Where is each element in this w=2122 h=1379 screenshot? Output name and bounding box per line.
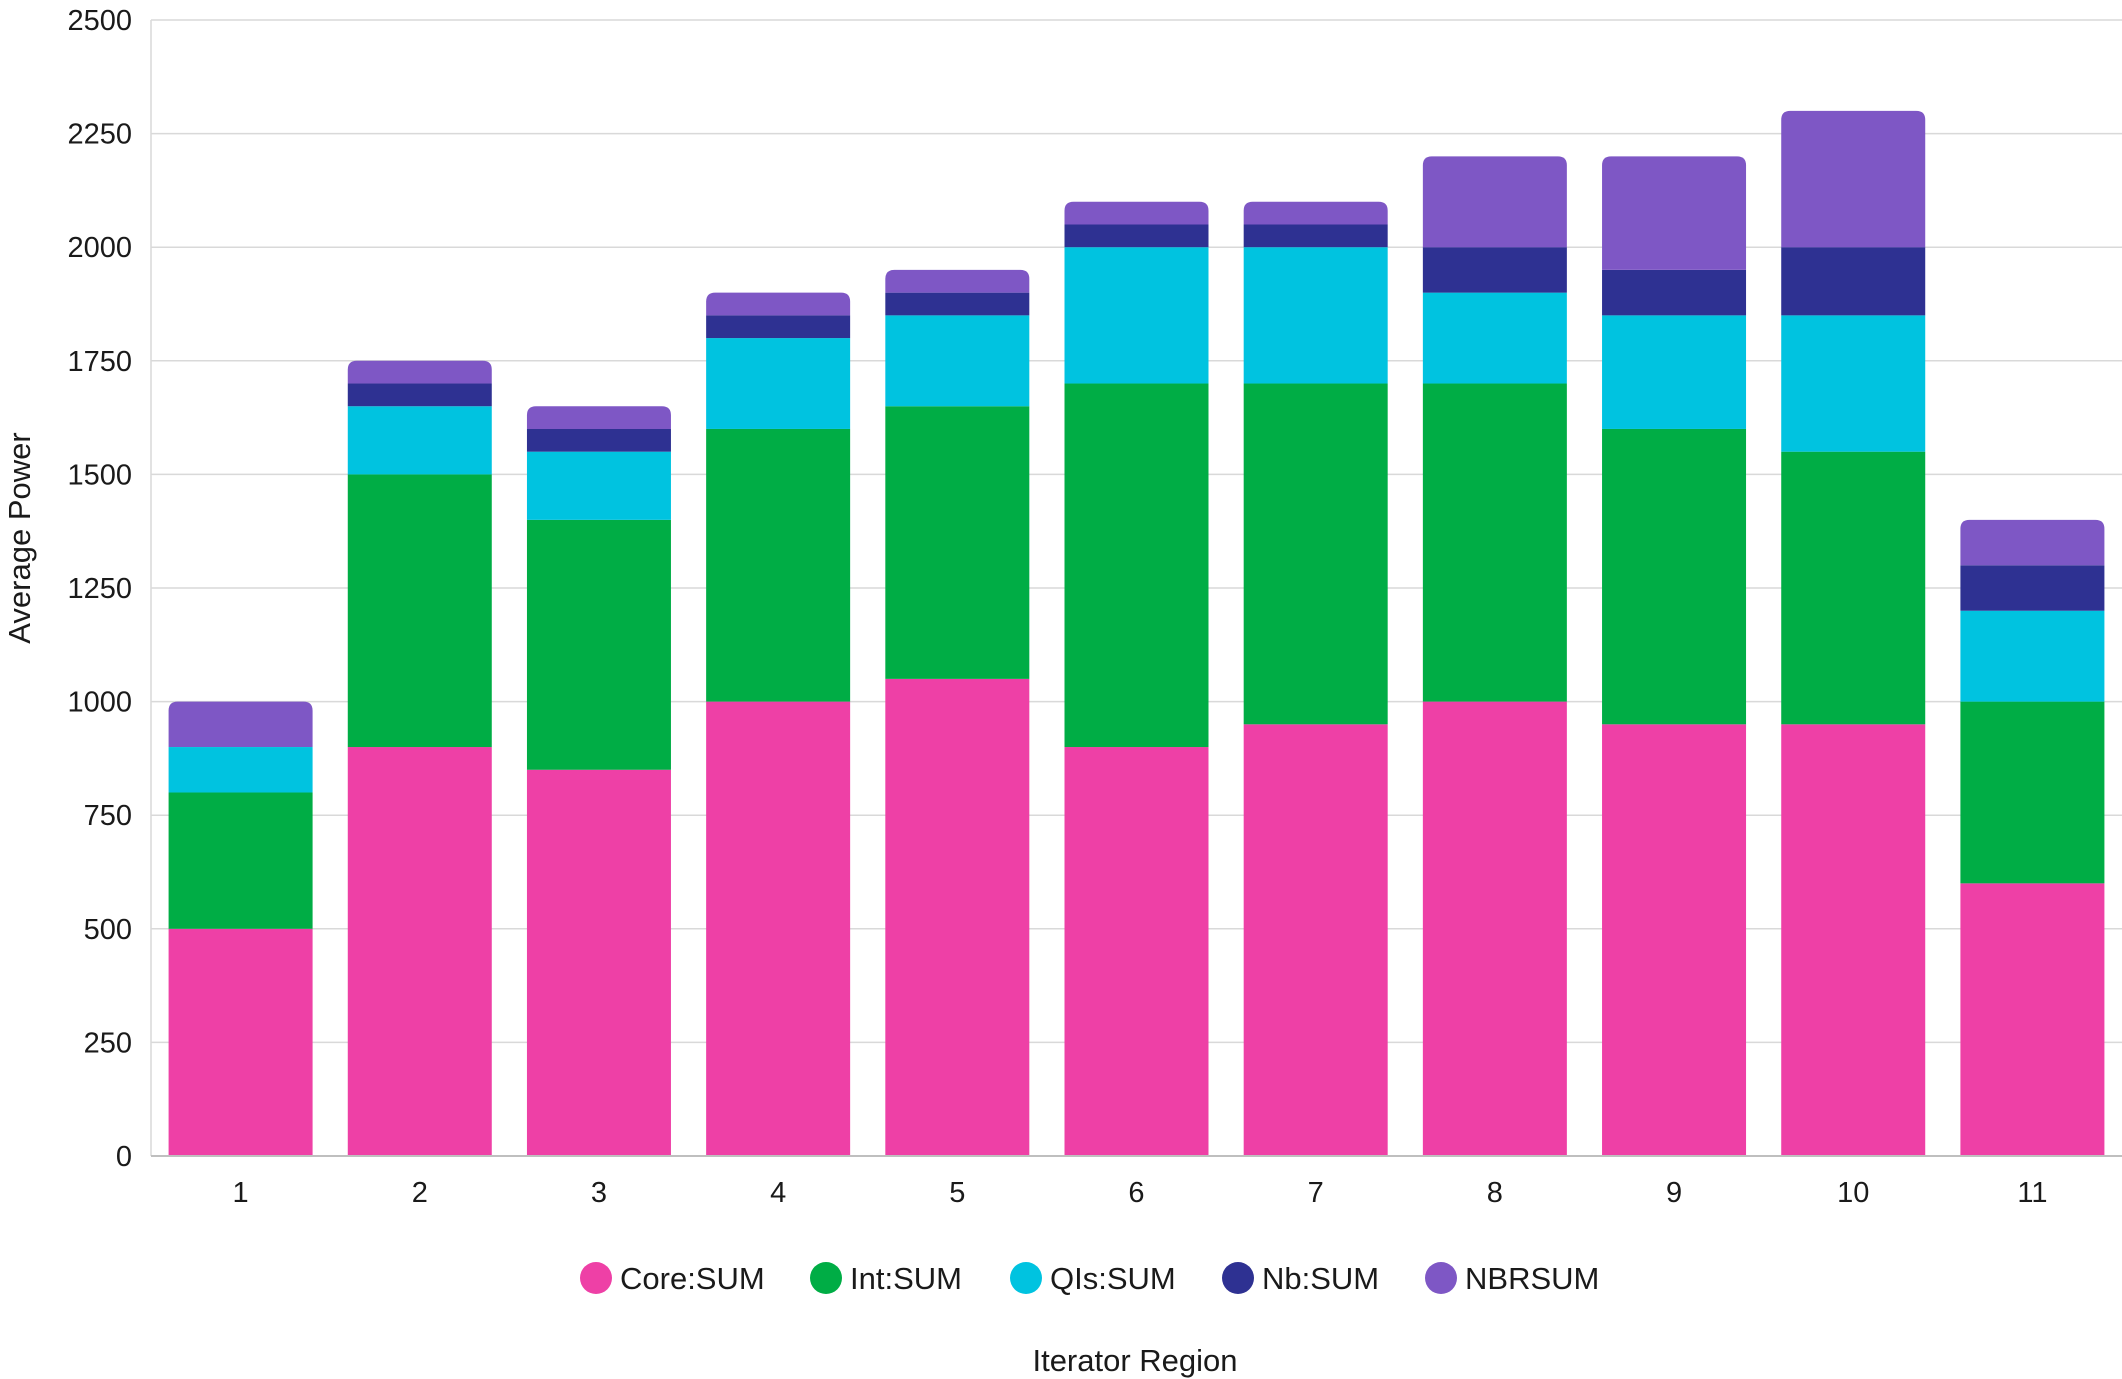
bar-segment — [1960, 610, 2105, 702]
x-tick-label: 8 — [1487, 1177, 1503, 1209]
bar-segment — [1960, 883, 2105, 1156]
bar-segment — [706, 315, 851, 339]
bar-segment — [526, 769, 671, 1156]
bar-segment — [526, 451, 671, 520]
y-tick-label: 1000 — [67, 687, 132, 719]
bar-segment — [1422, 247, 1567, 293]
legend-item: Core:SUM — [580, 1261, 765, 1296]
bar-segment — [706, 292, 851, 316]
bar-segment — [526, 428, 671, 452]
bar-segment — [885, 406, 1030, 679]
bar-segment — [1960, 701, 2105, 884]
bar-segment — [1064, 383, 1209, 748]
legend-item: NBRSUM — [1425, 1261, 1599, 1296]
bar-segment — [1960, 565, 2105, 611]
bar-segment — [1064, 747, 1209, 1156]
legend-marker — [580, 1262, 612, 1294]
y-axis-tick-labels: 0 250 500 750 1000 1250 1500 1750 2000 2250 2500 — [67, 5, 132, 1173]
x-tick-label: 10 — [1837, 1177, 1869, 1209]
bar-segment — [526, 406, 671, 429]
bar-segment — [1602, 315, 1747, 429]
bar-segment — [1422, 156, 1567, 248]
legend-marker — [810, 1262, 842, 1294]
bar-segment — [1422, 383, 1567, 702]
y-axis-title: Average Power — [2, 432, 37, 643]
y-tick-label: 2250 — [67, 119, 132, 151]
bar-segment — [1243, 224, 1388, 248]
bar-segment — [1602, 269, 1747, 316]
bar-segment — [1781, 451, 1926, 725]
bar-segment — [168, 928, 313, 1156]
bar-segment — [885, 315, 1030, 407]
legend-label: Core:SUM — [620, 1261, 765, 1296]
bar-segment — [1781, 110, 1926, 248]
x-tick-label: 5 — [949, 1177, 965, 1209]
legend-item: Int:SUM — [810, 1261, 962, 1296]
bar-segment — [168, 792, 313, 929]
bar-segment — [1602, 156, 1747, 270]
y-tick-label: 2500 — [67, 5, 132, 37]
bar-segment — [526, 519, 671, 770]
legend-item: Nb:SUM — [1222, 1261, 1379, 1296]
bar-segment — [1422, 701, 1567, 1156]
bar-segment — [168, 701, 313, 748]
bar-segment — [1960, 519, 2105, 566]
y-tick-label: 1500 — [67, 459, 132, 491]
bar-segment — [706, 701, 851, 1156]
bar-segment — [885, 292, 1030, 316]
x-tick-label: 3 — [591, 1177, 607, 1209]
bar-segment — [1422, 292, 1567, 384]
x-tick-label: 6 — [1128, 1177, 1144, 1209]
x-tick-label: 1 — [233, 1177, 249, 1209]
legend-label: Int:SUM — [850, 1261, 962, 1296]
legend-label: QIs:SUM — [1050, 1261, 1176, 1296]
x-tick-label: 9 — [1666, 1177, 1682, 1209]
bar-segment — [1064, 201, 1209, 225]
bar-segment — [1781, 247, 1926, 316]
x-tick-label: 4 — [770, 1177, 786, 1209]
bar-segment — [706, 428, 851, 702]
bar-segment — [347, 474, 492, 748]
y-tick-label: 1250 — [67, 573, 132, 605]
bar-segment — [885, 678, 1030, 1156]
legend-marker — [1010, 1262, 1042, 1294]
bar-segment — [1602, 428, 1747, 725]
legend-label: Nb:SUM — [1262, 1261, 1379, 1296]
bar-segment — [347, 383, 492, 407]
bar-segment — [347, 360, 492, 384]
bar-segment — [1243, 201, 1388, 225]
bar-segment — [168, 747, 313, 793]
bar-segment — [1243, 247, 1388, 384]
y-tick-label: 500 — [84, 914, 132, 946]
bar-segment — [1064, 224, 1209, 248]
legend-item: QIs:SUM — [1010, 1261, 1176, 1296]
y-tick-label: 2000 — [67, 232, 132, 264]
x-tick-label: 2 — [412, 1177, 428, 1209]
bars — [168, 110, 2105, 1156]
y-tick-label: 250 — [84, 1027, 132, 1059]
bar-segment — [1602, 724, 1747, 1156]
x-tick-label: 7 — [1308, 1177, 1324, 1209]
bar-segment — [885, 269, 1030, 293]
bar-segment — [347, 747, 492, 1156]
y-tick-label: 1750 — [67, 346, 132, 378]
x-tick-label: 11 — [2017, 1177, 2047, 1209]
legend-marker — [1222, 1262, 1254, 1294]
legend: Core:SUM Int:SUM QIs:SUM Nb:SUM NBRSUM — [580, 1261, 1599, 1296]
bar-segment — [1781, 724, 1926, 1156]
bar-segment — [706, 338, 851, 429]
y-tick-label: 750 — [84, 800, 132, 832]
bar-segment — [347, 406, 492, 475]
y-tick-label: 0 — [116, 1141, 132, 1173]
bar-segment — [1781, 315, 1926, 452]
bar-segment — [1243, 383, 1388, 725]
bar-segment — [1243, 724, 1388, 1156]
x-axis-tick-labels: 1 2 3 4 5 6 7 8 9 10 11 — [233, 1177, 2048, 1209]
legend-label: NBRSUM — [1465, 1261, 1599, 1296]
bar-segment — [1064, 247, 1209, 384]
x-axis-title: Iterator Region — [1032, 1343, 1237, 1378]
legend-marker — [1425, 1262, 1457, 1294]
